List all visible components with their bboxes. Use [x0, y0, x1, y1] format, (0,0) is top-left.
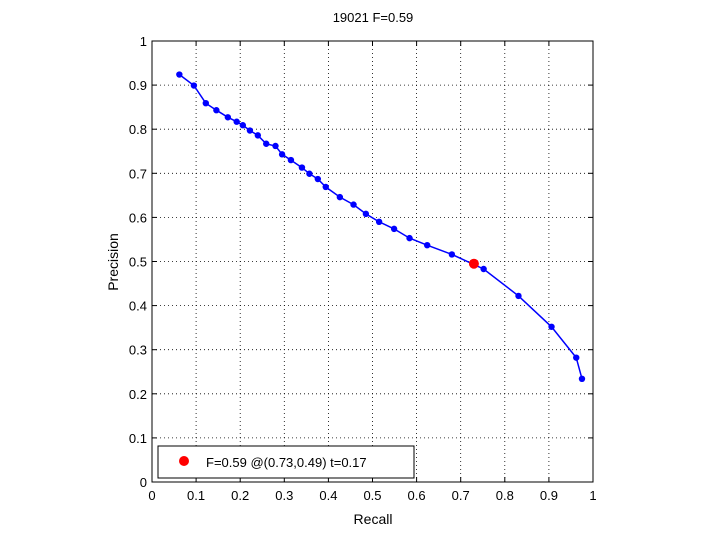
data-point	[515, 292, 522, 300]
y-tick-label: 0	[140, 475, 147, 490]
y-tick-label: 0.3	[129, 343, 147, 358]
data-point	[350, 201, 357, 208]
y-tick-label: 0.9	[129, 78, 147, 93]
y-tick-label: 0.6	[129, 210, 147, 225]
x-tick-label: 0.1	[187, 488, 205, 503]
legend-box	[157, 445, 415, 479]
data-point	[298, 164, 306, 171]
data-point	[362, 210, 370, 218]
x-tick-label: 0.8	[496, 488, 514, 503]
data-point	[278, 151, 286, 158]
data-point	[224, 114, 232, 121]
x-tick-label: 0.2	[231, 488, 249, 503]
axis-ticks	[151, 40, 594, 483]
y-tick-label: 0.7	[129, 166, 147, 181]
x-tick-label: 0.5	[363, 488, 381, 503]
data-point	[480, 265, 487, 273]
data-point	[322, 183, 329, 191]
x-tick-label: 0	[148, 488, 155, 503]
x-tick-labels: 0 0.1 0.2 0.3 0.4 0.5 0.6 0.7 0.8 0.9 1	[148, 488, 596, 503]
data-point	[573, 354, 580, 361]
grid-lines	[152, 41, 593, 482]
legend-marker	[179, 456, 189, 466]
x-tick-label: 0.9	[540, 488, 558, 503]
data-point	[448, 251, 456, 258]
data-point	[190, 82, 198, 89]
y-tick-label: 0.5	[129, 255, 147, 270]
data-point	[406, 234, 413, 242]
series-layer	[176, 71, 586, 383]
y-tick-labels: 0 0.1 0.2 0.3 0.4 0.5 0.6 0.7 0.8 0.9 1	[129, 34, 147, 490]
y-tick-label: 0.4	[129, 299, 147, 314]
data-point	[336, 193, 344, 201]
data-point	[548, 323, 555, 330]
data-point	[578, 375, 586, 383]
data-point	[423, 241, 431, 249]
data-point	[176, 71, 183, 78]
legend: F=0.59 @(0.73,0.49) t=0.17	[157, 445, 415, 479]
data-point	[306, 170, 313, 177]
x-tick-label: 0.7	[452, 488, 470, 503]
x-tick-label: 0.4	[319, 488, 337, 503]
data-point	[202, 99, 210, 107]
chart-title: 19021 F=0.59	[333, 10, 414, 25]
data-point	[213, 107, 220, 114]
data-point	[233, 118, 240, 125]
x-tick-label: 0.6	[408, 488, 426, 503]
data-point	[390, 225, 398, 233]
data-point	[314, 175, 322, 183]
y-tick-label: 0.2	[129, 387, 147, 402]
data-point	[263, 140, 270, 147]
best-f-point	[468, 258, 479, 269]
y-tick-label: 1	[140, 34, 147, 49]
data-point	[254, 132, 262, 139]
y-tick-label: 0.8	[129, 122, 147, 137]
x-tick-label: 0.3	[275, 488, 293, 503]
data-point	[272, 142, 279, 150]
legend-label: F=0.59 @(0.73,0.49) t=0.17	[206, 455, 367, 470]
y-tick-label: 0.1	[129, 431, 147, 446]
x-axis-label: Recall	[354, 511, 393, 527]
data-point	[239, 122, 247, 129]
data-point	[375, 218, 383, 226]
x-tick-label: 1	[589, 488, 596, 503]
data-point	[246, 127, 254, 134]
data-point	[287, 156, 295, 164]
y-axis-label: Precision	[105, 233, 121, 291]
